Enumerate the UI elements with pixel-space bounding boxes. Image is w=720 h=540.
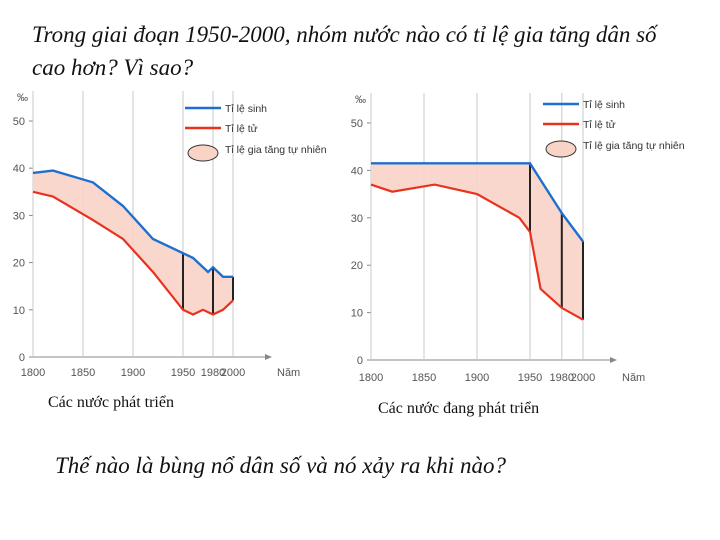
y-tick-label: 40	[13, 163, 25, 175]
y-tick-label: 0	[357, 355, 363, 367]
y-tick-label: 50	[13, 116, 25, 128]
x-tick-label: 1800	[21, 367, 45, 379]
x-tick-label: 1850	[412, 372, 436, 384]
x-tick-label: 1980	[550, 372, 574, 384]
birth-rate-line	[371, 162, 584, 243]
x-tick-label: 1900	[121, 367, 145, 379]
x-axis-arrow	[610, 357, 617, 363]
y-tick-label: 20	[351, 260, 363, 272]
y-tick-label: 40	[351, 165, 363, 177]
legend-death-label: Tỉ lệ tử	[225, 123, 258, 135]
x-tick-label: 1980	[201, 367, 225, 379]
x-axis-label: Năm	[622, 372, 645, 384]
caption-developing: Các nước đang phát triển	[378, 400, 540, 417]
legend-natural-label: Tỉ lệ gia tăng tự nhiên	[225, 144, 327, 156]
bottom-question: Thế nào là bùng nổ dân số và nó xảy ra k…	[55, 453, 507, 478]
chart-developed: ‰ 0 10 20 30 40 50 1800 1850 1900 1950 1980 2000 Năm T…	[0, 86, 348, 386]
chart-developing: ‰ 0 10 20 30 40 50 1800 1850 1900 1950 1980 2000 Năm T…	[348, 86, 720, 396]
death-rate-line	[370, 183, 584, 321]
x-tick-label: 1800	[359, 372, 383, 384]
legend-death-label: Tỉ lệ tử	[583, 119, 616, 131]
question-title: Trong giai đoạn 1950-2000, nhóm nước nào…	[32, 22, 657, 80]
y-unit-label: ‰	[355, 94, 366, 106]
y-tick-label: 0	[19, 352, 25, 364]
x-axis-arrow	[265, 354, 272, 360]
death-rate-line	[32, 190, 234, 316]
y-tick-label: 30	[351, 213, 363, 225]
y-tick-label: 10	[13, 305, 25, 317]
legend-natural-swatch	[545, 140, 577, 158]
legend-birth-label: Tỉ lệ sinh	[583, 99, 625, 111]
y-tick-label: 20	[13, 258, 25, 270]
x-tick-label: 1950	[171, 367, 195, 379]
x-axis-label: Năm	[277, 367, 300, 379]
x-tick-label: 1950	[518, 372, 542, 384]
x-tick-label: 2000	[221, 367, 245, 379]
y-tick-label: 10	[351, 308, 363, 320]
birth-rate-line	[32, 169, 233, 278]
x-tick-label: 1900	[465, 372, 489, 384]
x-tick-label: 2000	[571, 372, 595, 384]
y-tick-label: 50	[351, 118, 363, 130]
legend-natural-label: Tỉ lệ gia tăng tự nhiên	[583, 140, 685, 152]
caption-developed: Các nước phát triển	[48, 394, 174, 411]
y-tick-label: 30	[13, 210, 25, 222]
legend-birth-label: Tỉ lệ sinh	[225, 103, 267, 115]
legend-natural-swatch	[187, 144, 219, 162]
x-tick-label: 1850	[71, 367, 95, 379]
y-unit-label: ‰	[17, 92, 28, 104]
